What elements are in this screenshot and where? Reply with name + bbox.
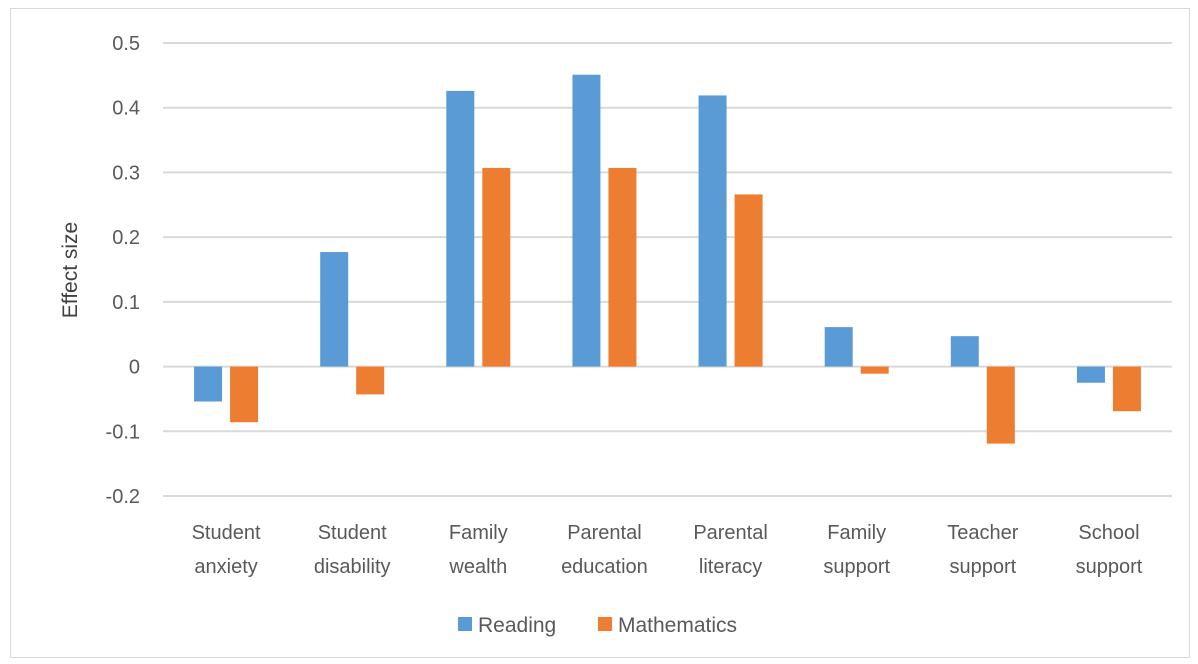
bar-reading-0 bbox=[194, 366, 223, 402]
bar-mathematics-3 bbox=[608, 167, 637, 367]
x-category-label: Family bbox=[449, 522, 508, 544]
legend-label-reading: Reading bbox=[478, 614, 556, 637]
legend-swatch-reading bbox=[458, 617, 472, 631]
bar-reading-7 bbox=[1076, 366, 1105, 383]
bar-mathematics-5 bbox=[860, 366, 889, 374]
x-category-label: Parental bbox=[693, 522, 768, 544]
bar-reading-4 bbox=[698, 95, 727, 367]
x-axis-category-labels: Student anxiety Student disability Family wea… bbox=[192, 522, 1143, 578]
bar-mathematics-1 bbox=[356, 366, 385, 395]
legend-swatch-mathematics bbox=[598, 617, 612, 631]
bar-mathematics-7 bbox=[1112, 366, 1141, 412]
y-axis-title: Effect size bbox=[59, 222, 82, 319]
x-category-label: Student bbox=[318, 522, 387, 544]
bar-reading-6 bbox=[950, 336, 979, 367]
y-tick-label: 0.1 bbox=[112, 292, 140, 314]
x-category-label: Student bbox=[192, 522, 261, 544]
bar-reading-2 bbox=[446, 90, 475, 367]
y-tick-label: -0.1 bbox=[106, 421, 140, 443]
x-category-label: Parental bbox=[567, 522, 642, 544]
legend-label-mathematics: Mathematics bbox=[618, 614, 737, 637]
y-tick-label: -0.2 bbox=[106, 486, 140, 508]
bar-mathematics-6 bbox=[986, 366, 1015, 444]
bar-mathematics-2 bbox=[482, 167, 511, 367]
y-tick-label: 0.5 bbox=[112, 33, 140, 55]
x-category-label: anxiety bbox=[194, 556, 257, 578]
bars bbox=[194, 74, 1141, 444]
x-category-label: support bbox=[949, 556, 1016, 578]
y-tick-label: 0.4 bbox=[112, 98, 140, 120]
x-category-label: disability bbox=[314, 556, 391, 578]
bar-reading-5 bbox=[824, 327, 853, 367]
y-axis-ticks: 0.5 0.4 0.3 0.2 0.1 0 -0.1 -0.2 bbox=[106, 33, 140, 508]
x-category-label: Family bbox=[827, 522, 886, 544]
gridlines bbox=[163, 42, 1172, 497]
bar-mathematics-4 bbox=[734, 194, 763, 367]
bar-reading-3 bbox=[572, 74, 601, 367]
x-category-label: support bbox=[1076, 556, 1143, 578]
bar-reading-1 bbox=[320, 252, 349, 367]
x-category-label: education bbox=[561, 556, 648, 578]
bar-mathematics-0 bbox=[230, 366, 259, 423]
y-tick-label: 0.3 bbox=[112, 162, 140, 184]
x-category-label: support bbox=[823, 556, 890, 578]
y-tick-label: 0.2 bbox=[112, 227, 140, 249]
legend: Reading Mathematics bbox=[458, 614, 737, 637]
y-tick-label: 0 bbox=[129, 357, 140, 379]
x-category-label: Teacher bbox=[947, 522, 1018, 544]
x-category-label: wealth bbox=[448, 556, 507, 578]
x-category-label: literacy bbox=[699, 556, 762, 578]
x-category-label: School bbox=[1078, 522, 1139, 544]
